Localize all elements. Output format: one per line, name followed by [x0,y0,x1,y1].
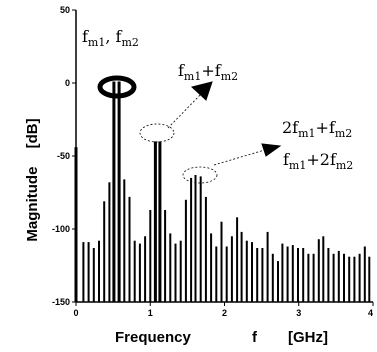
spectral-line-bar [74,147,78,302]
imd2-highlight-ellipse [139,123,175,143]
fundamental-highlight-ellipse [97,75,137,99]
spectral-line-bar [266,231,269,302]
imd3-arrow-line [213,148,269,166]
spectral-line-bar [210,233,213,302]
x-tick-label: 2 [222,308,227,318]
spectral-line-bar [190,177,193,302]
spectral-line-bar [92,248,95,302]
spectral-line-bar [179,240,182,302]
imd3-highlight-ellipse [182,166,218,184]
spectral-line-bar [220,221,223,302]
spectral-line-bar [317,239,320,302]
spectral-line-bar [245,240,248,302]
x-tick-label: 3 [296,308,301,318]
spectral-line-bar [169,233,172,302]
spectral-line-bar [343,253,345,302]
spectral-line-bar [103,201,106,302]
label-fundamentals: fm1, fm2 [82,27,139,49]
spectral-line-bar [302,248,305,302]
spectral-line-bar [133,240,136,302]
y-tick-label: 0 [65,78,70,88]
spectral-line-bar [184,199,187,302]
spectral-line-bar [363,246,366,302]
spectral-line-bar [174,243,177,302]
y-ticks: 50 0 -50 -100 -150 [52,5,76,307]
y-tick-label: 50 [60,5,70,15]
imd2-arrow-head [190,81,213,101]
imd2-arrow-line [167,91,204,129]
spectral-line-bar [291,245,294,302]
spectral-line-bar [164,210,167,302]
spectral-line-bar [286,246,289,302]
label-third-order-imd-lower: fm1+2fm2 [283,150,353,172]
spectral-line-bar [322,236,325,302]
spectral-line-bar [87,242,90,302]
spectral-line-bar [144,236,147,302]
x-axis-title-unit: [GHz] [288,329,328,346]
spectral-line-bar [153,141,157,302]
spectral-line-bar [194,175,197,302]
y-axis-title: Magnitude [dB] [24,118,41,241]
spectral-line-bar [199,176,202,302]
spectral-line-bar [327,248,330,302]
spectral-line-bar [117,81,121,302]
y-axis-name: Magnitude [24,167,41,242]
spectral-line-bar [240,231,243,302]
x-tick-label: 4 [368,308,373,318]
imd3-arrow-head [261,143,282,157]
x-tick-label: 0 [73,308,78,318]
spectral-line-bar [204,196,207,302]
spectral-line-bar [230,236,233,302]
label-third-order-imd-upper: 2fm1+fm2 [282,118,352,140]
spectral-line-bar [112,81,116,302]
spectral-line-bar [138,243,141,302]
spectral-line-bar [281,243,284,302]
y-tick-label: -50 [57,151,70,161]
spectral-line-bar [277,261,279,302]
x-tick-label: 1 [148,308,153,318]
spectral-line-bar [108,182,111,302]
y-tick-label: -100 [52,224,70,234]
spectral-line-bar [236,217,239,302]
spectral-line-bar [368,256,371,302]
spectral-line-bar [271,253,274,302]
spectral-line-bar [215,246,218,302]
spectral-line-bar [82,242,85,302]
spectral-line-bar [261,248,264,302]
spectral-line-bar [307,253,310,302]
spectral-line-bar [337,250,340,302]
spectrum-bars [74,81,371,302]
spectral-line-bar [297,248,299,302]
spectral-line-bar [149,210,152,302]
spectral-line-bar [158,141,162,302]
spectral-line-bar [225,246,228,302]
spectral-line-bar [256,248,259,302]
x-axis-title-name: Frequency [115,329,192,346]
annotation-arrows [167,81,282,166]
label-second-order-imd: fm1+fm2 [178,61,238,83]
spectral-line-bar [98,240,100,302]
spectral-line-bar [332,253,335,302]
spectral-line-bar [128,196,131,302]
spectral-line-bar [123,179,126,302]
x-axis-title-symbol: f [252,329,258,346]
x-ticks: 0 1 2 3 4 [73,302,374,318]
spectral-line-bar [353,256,356,302]
spectral-line-bar [251,242,253,302]
y-axis-unit: [dB] [24,118,41,148]
y-tick-label: -150 [52,297,70,307]
spectral-line-bar [348,256,351,302]
spectral-line-bar [312,253,315,302]
spectral-line-bar [358,253,361,302]
